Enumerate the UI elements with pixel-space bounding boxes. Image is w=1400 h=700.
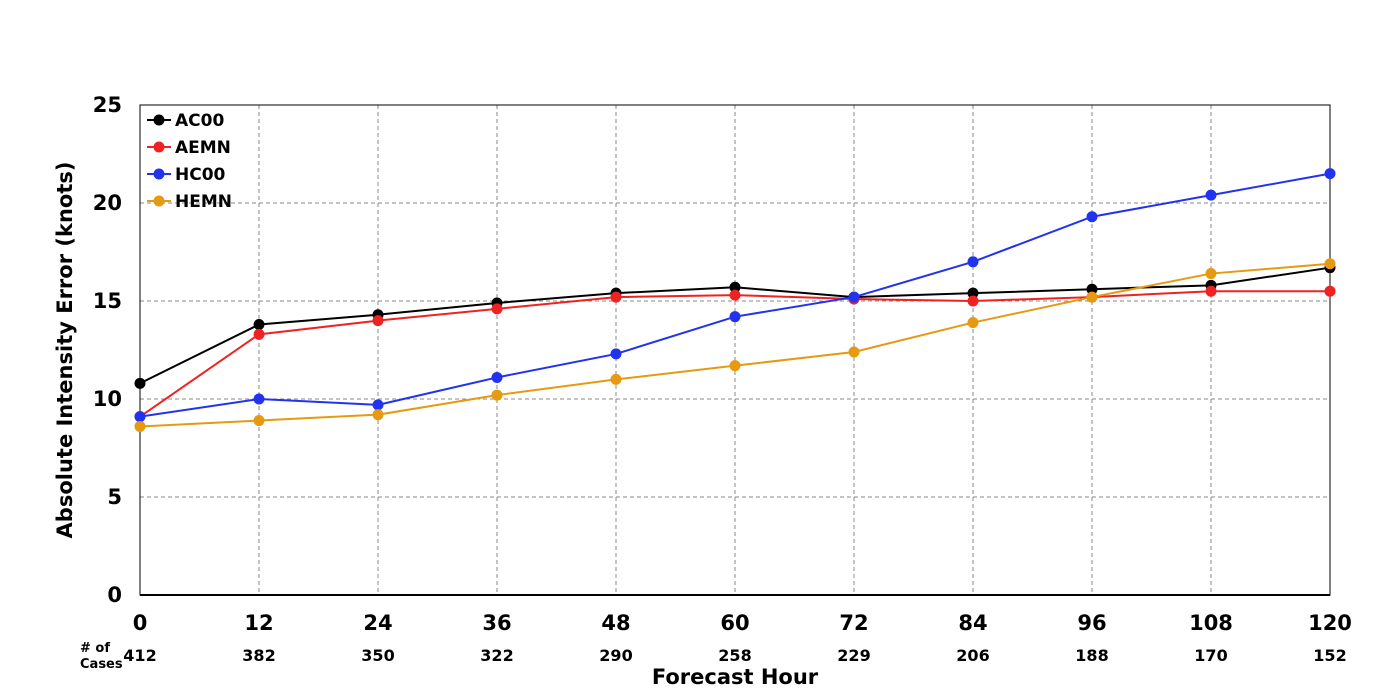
- x-tick-label: 48: [601, 611, 630, 635]
- case-count: 322: [480, 646, 513, 665]
- case-count: 290: [599, 646, 632, 665]
- case-count-labels: 412 382 350 322 290 258 229 206 188 170 152: [123, 646, 1346, 665]
- legend-label: AC00: [175, 111, 224, 131]
- data-point-aemn: [729, 289, 741, 301]
- cases-label-line2: Cases: [80, 657, 123, 672]
- data-point-hc00: [848, 291, 860, 303]
- case-count: 152: [1313, 646, 1346, 665]
- grid-lines: [140, 105, 1330, 595]
- data-point-ac00: [967, 287, 979, 299]
- series-lines: [134, 168, 1336, 432]
- y-tick-label: 25: [93, 93, 122, 117]
- data-point-hemn: [253, 415, 265, 427]
- legend-label: HEMN: [175, 192, 232, 212]
- legend-marker: [153, 195, 165, 207]
- x-tick-label: 84: [958, 611, 987, 635]
- data-point-hc00: [729, 311, 741, 323]
- x-tick-label: 12: [244, 611, 273, 635]
- data-point-hemn: [610, 373, 622, 385]
- data-point-aemn: [253, 328, 265, 340]
- data-point-hemn: [372, 409, 384, 421]
- legend-marker: [153, 114, 165, 126]
- data-point-aemn: [610, 291, 622, 303]
- data-point-aemn: [1324, 285, 1336, 297]
- data-point-aemn: [491, 303, 503, 315]
- y-tick-label: 5: [107, 485, 122, 509]
- data-point-hc00: [253, 393, 265, 405]
- x-tick-label: 72: [839, 611, 868, 635]
- data-point-hc00: [491, 371, 503, 383]
- y-tick-label: 10: [93, 387, 122, 411]
- x-tick-label: 24: [363, 611, 392, 635]
- data-point-aemn: [372, 315, 384, 327]
- y-axis-title: Absolute Intensity Error (knots): [53, 162, 77, 539]
- data-point-aemn: [1205, 285, 1217, 297]
- data-point-hemn: [134, 420, 146, 432]
- y-tick-label: 20: [93, 191, 122, 215]
- data-point-hemn: [848, 346, 860, 358]
- case-count: 229: [837, 646, 870, 665]
- cases-label-line1: # of: [80, 641, 110, 656]
- y-tick-label: 15: [93, 289, 122, 313]
- data-point-hemn: [967, 317, 979, 329]
- x-tick-labels: 0 12 24 36 48 60 72 84 96 108 120: [133, 611, 1352, 635]
- x-tick-label: 36: [482, 611, 511, 635]
- case-count: 206: [956, 646, 989, 665]
- legend-marker: [153, 168, 165, 180]
- data-point-ac00: [1086, 283, 1098, 295]
- case-count: 412: [123, 646, 156, 665]
- legend-label: AEMN: [175, 138, 231, 158]
- case-count: 350: [361, 646, 394, 665]
- y-tick-label: 0: [107, 583, 122, 607]
- data-point-hc00: [134, 411, 146, 423]
- data-point-aemn: [967, 295, 979, 307]
- legend-marker: [153, 141, 165, 153]
- data-point-ac00: [253, 319, 265, 331]
- data-point-ac00: [729, 281, 741, 293]
- legend: AC00 AEMN HC00 HEMN: [147, 111, 232, 212]
- legend-label: HC00: [175, 165, 226, 185]
- data-point-hc00: [1205, 189, 1217, 201]
- data-point-hc00: [1324, 168, 1336, 180]
- case-count: 188: [1075, 646, 1108, 665]
- case-count: 382: [242, 646, 275, 665]
- data-point-hemn: [1205, 268, 1217, 280]
- case-count: 170: [1194, 646, 1227, 665]
- data-point-hemn: [729, 360, 741, 372]
- x-tick-label: 120: [1308, 611, 1352, 635]
- data-point-hemn: [1086, 291, 1098, 303]
- x-tick-label: 60: [720, 611, 749, 635]
- data-point-ac00: [134, 377, 146, 389]
- x-tick-label: 0: [133, 611, 148, 635]
- case-count: 258: [718, 646, 751, 665]
- data-point-hc00: [372, 399, 384, 411]
- data-point-hemn: [491, 389, 503, 401]
- x-tick-label: 96: [1077, 611, 1106, 635]
- y-tick-labels: 0 5 10 15 20 25: [93, 93, 122, 607]
- data-point-hc00: [967, 256, 979, 268]
- x-axis-title: Forecast Hour: [652, 665, 819, 689]
- x-tick-label: 108: [1189, 611, 1233, 635]
- data-point-hc00: [610, 348, 622, 360]
- data-point-hc00: [1086, 211, 1098, 223]
- data-point-hemn: [1324, 258, 1336, 270]
